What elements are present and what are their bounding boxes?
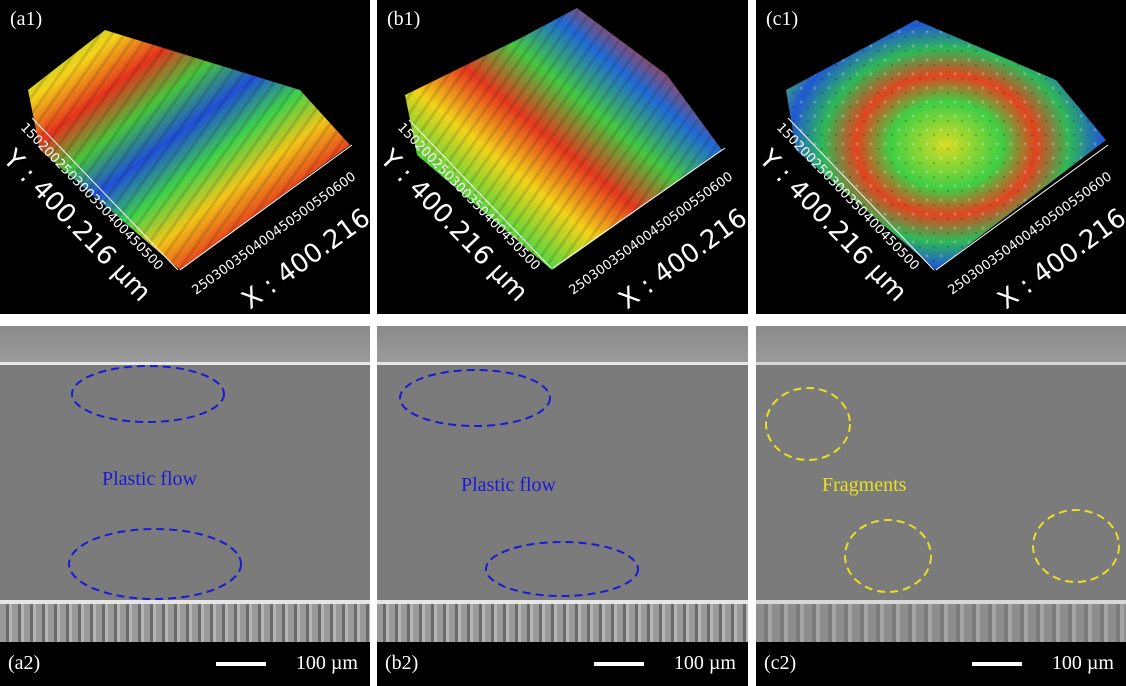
annotation-plastic-flow-a: Plastic flow [102, 468, 197, 490]
track-edge-top-a [0, 326, 370, 364]
panel-label-b2: (b2) [385, 652, 419, 674]
sem-image-a: Plastic flow (a2) 100 µm [0, 326, 370, 686]
panel-label-a2: (a2) [8, 652, 41, 674]
highlight-circle-c-2 [844, 519, 932, 593]
highlight-ellipse-a-top [71, 365, 225, 423]
sem-image-c: Fragments (c2) 100 µm [756, 326, 1126, 686]
profile-3d-a: (a1) 150200250300350400450500 Y : 400.21… [0, 0, 370, 314]
scale-bar-b [594, 662, 644, 666]
panel-label-b1: (b1) [387, 8, 421, 30]
scale-text-c: 100 µm [1051, 652, 1114, 674]
track-edge-top-b [377, 326, 748, 364]
profile-3d-b: (b1) 150200250300350400450500 Y : 400.21… [377, 0, 748, 314]
highlight-circle-c-3 [1032, 509, 1120, 583]
highlight-circle-c-1 [765, 387, 851, 461]
scale-text-b: 100 µm [673, 652, 736, 674]
scale-text-a: 100 µm [295, 652, 358, 674]
profile-3d-c: (c1) 150200250300350400450500 Y : 400.21… [756, 0, 1126, 314]
track-edge-bottom-c [756, 604, 1126, 642]
track-edge-top-c [756, 326, 1126, 364]
annotation-fragments-c: Fragments [822, 474, 907, 496]
annotation-plastic-flow-b: Plastic flow [461, 474, 556, 496]
surface-plot-a: 150200250300350400450500 Y : 400.216 µm … [0, 30, 370, 314]
scale-footer-a: (a2) 100 µm [0, 642, 370, 686]
scale-bar-a [216, 662, 266, 666]
track-edge-bottom-a [0, 604, 370, 642]
highlight-ellipse-b-top [399, 369, 551, 427]
panel-label-c2: (c2) [764, 652, 797, 674]
highlight-ellipse-a-bottom [68, 528, 242, 600]
surface-plot-c: 150200250300350400450500 Y : 400.216 µm … [756, 20, 1126, 314]
surface-plot-b: 150200250300350400450500 Y : 400.216 µm … [377, 8, 748, 314]
scale-footer-c: (c2) 100 µm [756, 642, 1126, 686]
highlight-ellipse-b-bottom [485, 541, 639, 597]
scale-bar-c [972, 662, 1022, 666]
track-edge-bottom-b [377, 604, 748, 642]
scale-footer-b: (b2) 100 µm [377, 642, 748, 686]
panel-label-a1: (a1) [10, 8, 43, 30]
sem-image-b: Plastic flow (b2) 100 µm [377, 326, 748, 686]
panel-label-c1: (c1) [766, 8, 799, 30]
